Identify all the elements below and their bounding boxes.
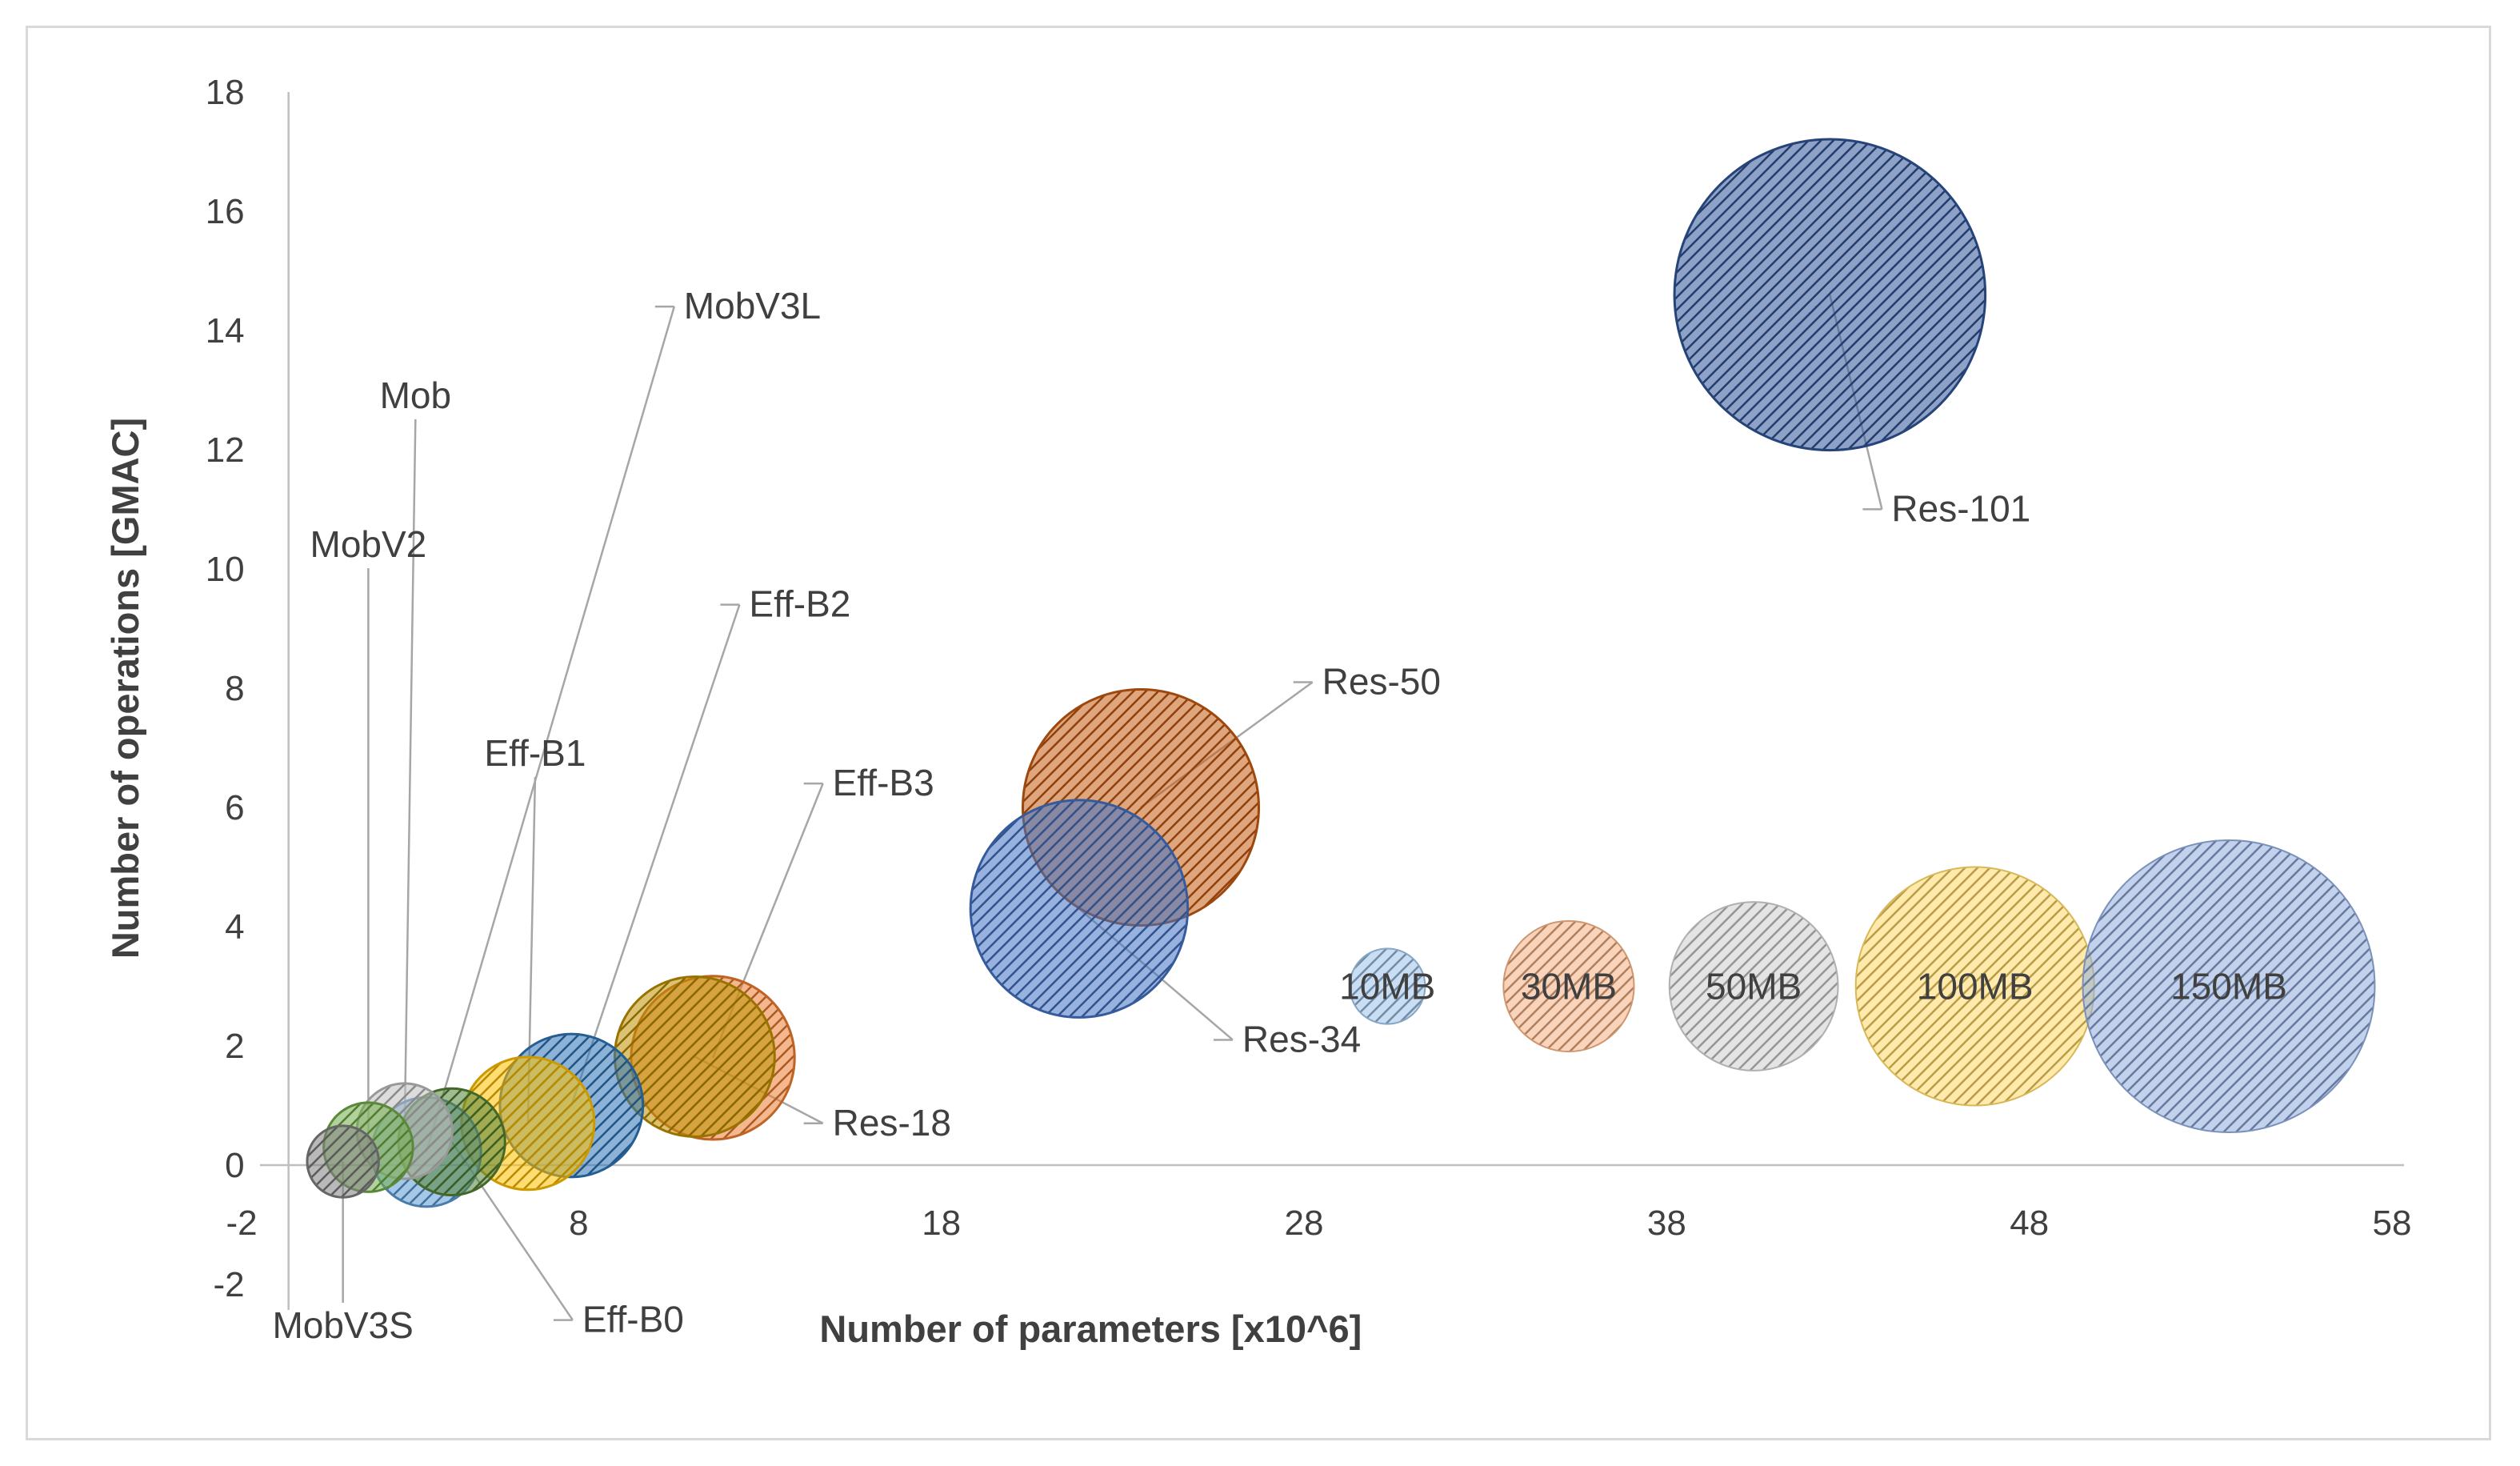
y-tick-label: 6 [225,788,244,827]
y-tick-label: 4 [225,907,244,947]
bubble-res-34 [969,799,1190,1019]
point-label-eff-b2: Eff-B2 [749,583,850,625]
y-tick-label: -2 [214,1265,245,1304]
leader-line-eff-b2 [570,604,741,1106]
legend-label-50mb: 50MB [1706,966,1802,1007]
bubble-res-101 [1673,138,1987,452]
point-label-mobv3l: MobV3L [684,285,821,326]
y-tick-label: 14 [206,311,245,350]
legend-bubble-150mb [2082,839,2376,1133]
legend-bubble-30mb [1502,919,1635,1053]
y-tick-label: 10 [206,550,245,589]
point-label-res-101: Res-101 [1891,487,2030,529]
y-tick-label: 12 [206,431,245,470]
legend-label-150mb: 150MB [2170,966,2287,1007]
point-label-mob: Mob [380,375,451,416]
legend-bubble-50mb [1668,901,1839,1071]
legend-label-10mb: 10MB [1339,966,1435,1007]
point-label-eff-b0: Eff-B0 [582,1299,684,1340]
point-label-eff-b1: Eff-B1 [484,732,586,774]
point-label-eff-b3: Eff-B3 [833,762,934,803]
chart-frame: -2 0 2 4 6 8 10 12 14 16 18 -2 8 18 28 38 48 58 MobV3S Mob… [26,26,2491,1440]
legend-label-100mb: 100MB [1917,966,2034,1007]
bubble-mobv3s [306,1124,380,1199]
x-axis-title: Number of parameters [x10^6] [819,1308,1362,1350]
point-label-mobv2: MobV2 [310,523,427,565]
y-tick-label: 18 [206,73,245,112]
point-label-res-34: Res-34 [1242,1018,1361,1059]
x-tick-label: -2 [226,1204,257,1243]
x-tick-label: 58 [2373,1204,2412,1243]
leader-line-mob [403,419,417,1132]
legend-bubble-10mb [1349,947,1426,1025]
x-tick-label: 48 [2010,1204,2049,1243]
y-tick-label: 2 [225,1027,244,1066]
x-tick-label: 28 [1285,1204,1324,1243]
size-legend: 10MB 30MB 50MB 100MB 150MB [1339,839,2376,1133]
legend-label-30mb: 30MB [1521,966,1617,1007]
x-tick-label: 8 [569,1204,588,1243]
x-tick-label: 18 [922,1204,961,1243]
y-axis-title: Number of operations [GMAC] [104,418,146,959]
y-tick-label: 16 [206,192,245,231]
bubble-chart: -2 0 2 4 6 8 10 12 14 16 18 -2 8 18 28 38 48 58 MobV3S Mob… [104,73,2412,1350]
point-label-mobv3s: MobV3S [272,1304,413,1346]
leader-line-mobv3l [425,306,675,1152]
point-label-res-50: Res-50 [1322,660,1441,702]
point-label-res-18: Res-18 [833,1102,951,1144]
x-tick-label: 38 [1647,1204,1686,1243]
y-tick-label: 8 [225,669,244,708]
y-tick-label: 0 [225,1146,244,1185]
